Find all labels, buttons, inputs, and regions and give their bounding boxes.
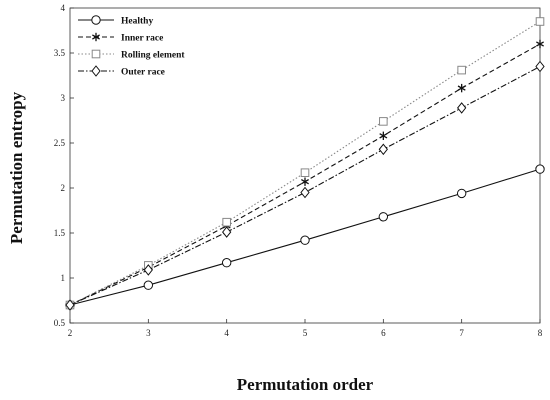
legend-item-inner-race: Inner race xyxy=(78,32,163,44)
legend-item-rolling-element: Rolling element xyxy=(78,49,185,61)
y-tick-label: 3 xyxy=(61,93,66,103)
x-axis-title: Permutation order xyxy=(237,375,374,394)
legend-item-healthy: Healthy xyxy=(78,15,153,27)
data-point-outer-race xyxy=(457,102,467,114)
y-tick-label: 1 xyxy=(61,273,66,283)
y-tick-label: 4 xyxy=(61,3,66,13)
data-point-rolling-element xyxy=(535,17,545,26)
legend-marker xyxy=(91,15,101,25)
data-point-rolling-element xyxy=(222,217,231,227)
x-tick-label: 3 xyxy=(146,328,151,338)
x-tick-label: 6 xyxy=(381,328,386,338)
series-outer-race xyxy=(65,60,545,311)
data-point-outer-race xyxy=(65,299,75,311)
data-point-outer-race xyxy=(300,186,310,199)
data-point-inner-race xyxy=(301,177,309,186)
data-point-healthy xyxy=(378,212,389,222)
x-tick-label: 4 xyxy=(224,328,229,338)
y-tick-label: 0.5 xyxy=(54,318,66,328)
data-point-rolling-element xyxy=(300,168,310,177)
axis-ticks: 2 3 4 5 6 7 8 0.5 1 1.5 2 2.5 3 3.5 4 xyxy=(54,3,543,338)
x-tick-label: 5 xyxy=(303,328,308,338)
legend-label: Rolling element xyxy=(121,51,185,61)
legend-marker xyxy=(92,32,100,42)
x-tick-label: 2 xyxy=(68,328,73,338)
data-point-healthy xyxy=(535,164,545,174)
data-point-outer-race xyxy=(143,264,153,276)
legend-label: Outer race xyxy=(121,68,165,78)
y-tick-label: 2 xyxy=(61,183,66,193)
data-point-outer-race xyxy=(535,60,545,73)
data-point-outer-race xyxy=(378,143,388,156)
x-tick-label: 8 xyxy=(538,328,543,338)
data-point-rolling-element xyxy=(379,117,388,126)
legend-marker xyxy=(91,65,101,77)
data-point-healthy xyxy=(221,258,232,268)
data-point-rolling-element xyxy=(457,65,466,75)
data-point-healthy xyxy=(300,235,310,245)
data-point-healthy xyxy=(143,280,154,290)
y-tick-label: 3.5 xyxy=(54,48,66,58)
y-tick-label: 1.5 xyxy=(54,228,66,238)
x-tick-label: 7 xyxy=(459,328,464,338)
series-layer xyxy=(65,17,545,311)
data-point-outer-race xyxy=(222,226,232,238)
y-axis-title: Permutation entropy xyxy=(7,91,26,244)
legend: Healthy Inner race Rolling element Outer ra… xyxy=(78,15,185,78)
data-point-healthy xyxy=(456,188,467,199)
y-tick-label: 2.5 xyxy=(54,138,66,148)
legend-label: Healthy xyxy=(121,17,153,27)
legend-marker xyxy=(91,49,101,59)
legend-label: Inner race xyxy=(121,34,163,44)
data-point-inner-race xyxy=(536,39,544,49)
data-point-inner-race xyxy=(457,83,466,93)
data-point-inner-race xyxy=(379,131,388,140)
legend-item-outer-race: Outer race xyxy=(78,65,165,78)
